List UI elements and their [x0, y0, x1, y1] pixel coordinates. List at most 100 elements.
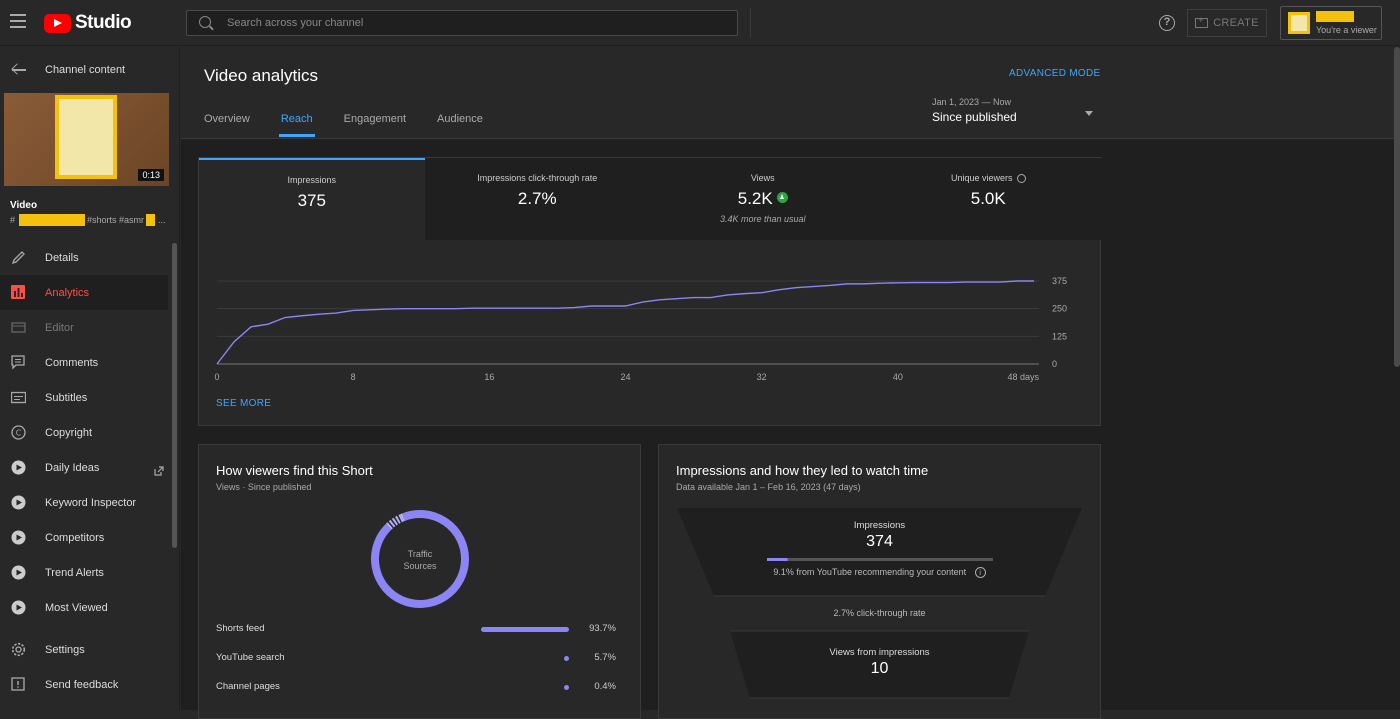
- youtube-logo-icon: [44, 14, 71, 33]
- sidebar-item-send-feedback[interactable]: Send feedback: [0, 667, 168, 702]
- sidebar-item-trend-alerts[interactable]: Trend Alerts: [0, 555, 168, 590]
- traffic-source-bar: [481, 627, 569, 632]
- sidebar-item-details[interactable]: Details: [0, 240, 168, 275]
- kpi-value: 2.7%: [425, 189, 651, 209]
- traffic-source-label: Channel pages: [216, 681, 280, 692]
- traffic-source-percent: 0.4%: [586, 681, 616, 692]
- tab-engagement[interactable]: Engagement: [344, 113, 406, 134]
- kpi-label: Impressions click-through rate: [425, 173, 651, 183]
- x-tick-label: 48 days: [1007, 372, 1039, 382]
- x-tick-label: 0: [214, 372, 219, 382]
- see-more-link[interactable]: SEE MORE: [216, 398, 271, 409]
- x-tick-label: 8: [351, 372, 356, 382]
- x-tick-label: 24: [620, 372, 630, 382]
- kpi-value: 5.2K: [738, 189, 773, 208]
- gear-icon: [11, 642, 26, 657]
- traffic-source-percent: 93.7%: [586, 623, 616, 634]
- impressions-series-line: [217, 281, 1034, 364]
- kpi-ctr[interactable]: Impressions click-through rate 2.7%: [425, 158, 651, 240]
- studio-logo[interactable]: Studio: [44, 12, 131, 34]
- sidebar-item-keyword-inspector[interactable]: Keyword Inspector: [0, 485, 168, 520]
- recommend-progress-track: [767, 558, 993, 561]
- search-input[interactable]: [227, 11, 727, 35]
- video-tags: ##shorts #asmr...: [10, 214, 166, 226]
- sidebar-item-editor[interactable]: Editor: [0, 310, 168, 345]
- play-circle-icon: [11, 600, 26, 615]
- search-box[interactable]: [186, 10, 738, 36]
- account-name-redacted: [1316, 11, 1354, 22]
- sidebar-item-daily-ideas[interactable]: Daily Ideas: [0, 450, 168, 485]
- traffic-source-dot: [564, 685, 569, 690]
- y-tick-label: 0: [1052, 359, 1057, 369]
- sidebar: Channel content 0:13 Video # #shorts #asm…: [0, 47, 180, 710]
- feedback-icon: [11, 677, 26, 692]
- tab-audience[interactable]: Audience: [437, 113, 483, 134]
- sidebar-item-comments[interactable]: Comments: [0, 345, 168, 380]
- funnel-ctr-text: 2.7% click-through rate: [677, 608, 1082, 618]
- kpi-unique-viewers[interactable]: Unique viewers 5.0K: [876, 158, 1102, 240]
- funnel-recommend-row: 9.1% from YouTube recommending your cont…: [677, 567, 1082, 578]
- page-title: Video analytics: [204, 66, 318, 86]
- impressions-funnel-card: Impressions and how they led to watch ti…: [658, 444, 1101, 719]
- donut-slice: [389, 518, 402, 527]
- sidebar-item-label: Most Viewed: [45, 602, 108, 614]
- kpi-label-row: Unique viewers: [876, 173, 1102, 183]
- sidebar-item-label: Keyword Inspector: [45, 497, 136, 509]
- play-circle-icon: [11, 460, 26, 475]
- kpi-value: 5.0K: [876, 189, 1102, 209]
- info-icon[interactable]: i: [975, 567, 986, 578]
- card-subtitle: Data available Jan 1 – Feb 16, 2023 (47 …: [676, 482, 861, 492]
- kpi-row: Impressions 375 Impressions click-throug…: [199, 158, 1101, 240]
- sidebar-item-label: Details: [45, 252, 79, 264]
- top-bar: Studio ? CREATE You're a viewer: [0, 0, 1400, 46]
- kpi-views[interactable]: Views 5.2K 3.4K more than usual: [650, 158, 876, 240]
- date-range-label: Since published: [932, 110, 1017, 124]
- analytics-tabs: Overview Reach Engagement Audience: [204, 113, 514, 134]
- traffic-source-row: Channel pages 0.4%: [216, 681, 616, 695]
- help-icon[interactable]: ?: [1159, 15, 1175, 31]
- kpi-impressions[interactable]: Impressions 375: [199, 158, 425, 240]
- menu-icon[interactable]: [10, 14, 26, 28]
- sidebar-item-copyright[interactable]: C Copyright: [0, 415, 168, 450]
- advanced-mode-button[interactable]: ADVANCED MODE: [1009, 68, 1101, 79]
- x-tick-label: 40: [893, 372, 903, 382]
- sidebar-item-analytics[interactable]: Analytics: [0, 275, 168, 310]
- back-arrow-icon[interactable]: [12, 64, 26, 76]
- external-link-icon: [154, 463, 163, 472]
- donut-center-label: Sources: [403, 561, 437, 571]
- chevron-down-icon: [1085, 111, 1093, 116]
- logo-text: Studio: [75, 12, 131, 34]
- sidebar-item-subtitles[interactable]: Subtitles: [0, 380, 168, 415]
- kpi-value: 375: [199, 191, 425, 211]
- sidebar-scrollbar[interactable]: [172, 243, 177, 548]
- tag-hash: #: [10, 215, 15, 225]
- recommend-progress-fill: [767, 558, 788, 561]
- date-range-picker[interactable]: Jan 1, 2023 — Now Since published: [932, 97, 1017, 124]
- tab-reach[interactable]: Reach: [281, 113, 313, 134]
- create-button[interactable]: CREATE: [1187, 9, 1267, 37]
- clock-icon: [1017, 174, 1026, 183]
- tab-overview[interactable]: Overview: [204, 113, 250, 134]
- impressions-funnel: Impressions 374 9.1% from YouTube recomm…: [677, 508, 1082, 713]
- analytics-icon: [11, 285, 26, 300]
- x-tick-label: 16: [484, 372, 494, 382]
- video-label: Video: [10, 200, 37, 211]
- channel-content-link[interactable]: Channel content: [45, 64, 125, 76]
- sidebar-item-settings[interactable]: Settings: [0, 632, 168, 667]
- sidebar-item-most-viewed[interactable]: Most Viewed: [0, 590, 168, 625]
- video-thumbnail[interactable]: 0:13: [4, 93, 169, 186]
- main-content: Video analytics ADVANCED MODE Overview R…: [181, 47, 1400, 710]
- film-icon: [11, 320, 26, 335]
- play-circle-icon: [11, 495, 26, 510]
- sidebar-item-label: Settings: [45, 644, 85, 656]
- sidebar-item-competitors[interactable]: Competitors: [0, 520, 168, 555]
- traffic-source-card: How viewers find this Short Views · Sinc…: [198, 444, 641, 719]
- tag-text: #shorts #asmr: [87, 215, 144, 225]
- main-scrollbar[interactable]: [1394, 47, 1400, 367]
- reach-chart-card: Impressions 375 Impressions click-throug…: [198, 157, 1101, 426]
- account-role: You're a viewer: [1316, 25, 1377, 35]
- account-switcher[interactable]: You're a viewer: [1280, 6, 1382, 40]
